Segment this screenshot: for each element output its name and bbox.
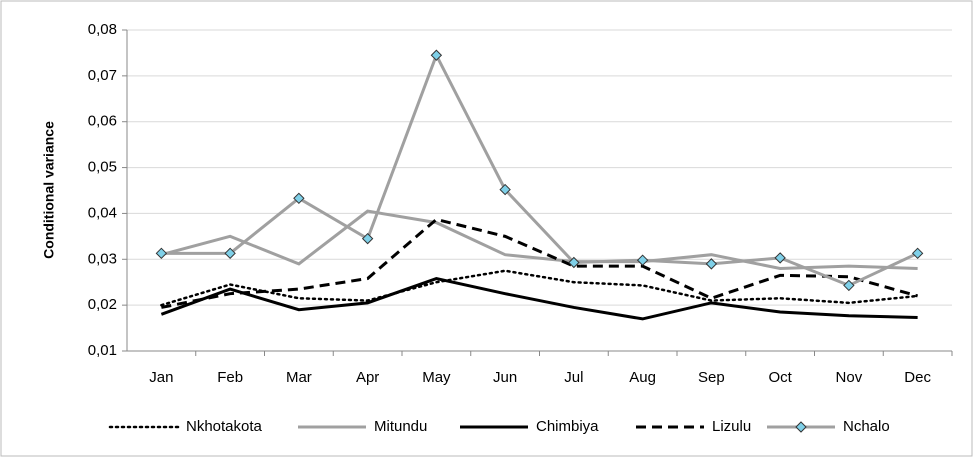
data-point [568,256,580,269]
x-tick-label: Jun [493,369,517,386]
y-tick-label: 0,06 [88,113,117,130]
data-point [774,252,786,264]
x-tick-label: May [422,369,451,386]
x-tick-label: Mar [286,369,312,386]
series-line [160,276,918,321]
data-point [361,232,374,245]
y-tick-label: 0,02 [88,296,117,313]
y-tick-label: 0,08 [88,21,117,38]
legend-label: Nchalo [843,418,890,435]
x-tick-label: Oct [768,369,792,386]
y-axis-label: Conditional variance [41,121,57,259]
data-point [705,258,718,270]
x-tick-label: Dec [904,369,931,386]
y-tick-label: 0,07 [88,67,117,84]
legend-label: Lizulu [712,418,751,435]
data-point [224,247,236,260]
series-line [161,217,919,309]
series-line [161,51,919,288]
data-point [843,279,855,292]
x-tick-label: Feb [217,369,243,386]
y-tick-label: 0,05 [88,159,117,176]
x-tick-label: Nov [836,369,863,386]
x-tick-label: Sep [698,369,725,386]
x-tick-label: Aug [629,369,656,386]
series-line [160,209,918,270]
data-point [430,49,443,61]
y-tick-label: 0,04 [88,204,117,221]
data-point [636,254,649,266]
x-tick-label: Jan [149,369,173,386]
data-point [499,183,511,196]
legend-label: Mitundu [374,418,427,435]
data-point [293,192,305,205]
legend-label: Nkhotakota [186,418,263,435]
data-point [911,247,924,260]
x-tick-label: Apr [356,369,379,386]
y-tick-label: 0,01 [88,342,117,359]
data-point [155,247,168,260]
y-tick-label: 0,03 [88,250,117,267]
legend-marker [795,421,807,433]
x-tick-label: Jul [564,369,583,386]
legend-label: Chimbiya [536,418,599,435]
series-line [160,269,919,307]
